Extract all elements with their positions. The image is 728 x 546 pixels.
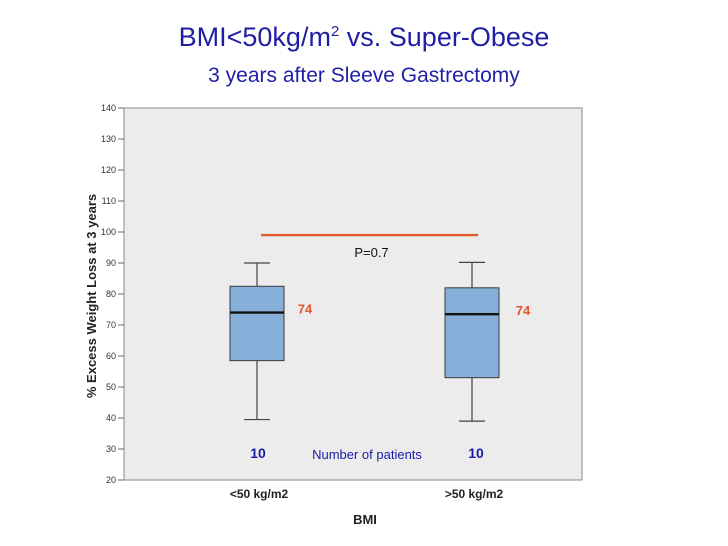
y-tick-label: 110 xyxy=(102,196,116,206)
p-value-label: P=0.7 xyxy=(354,245,388,260)
y-tick-label: 120 xyxy=(101,165,116,175)
y-tick-label: 80 xyxy=(106,289,116,299)
plot-area xyxy=(123,107,583,481)
box-group: 74 10 74 10 xyxy=(229,261,531,461)
box-iqr xyxy=(229,285,285,362)
y-axis: 20 30 40 50 60 70 80 90 100 110 120 130 140 xyxy=(101,103,124,485)
median-label: 74 xyxy=(516,303,531,318)
annotations: P=0.7 Number of patients xyxy=(261,233,478,462)
y-tick-label: 60 xyxy=(106,351,116,361)
box-1: 74 10 xyxy=(229,262,313,461)
y-axis-label: % Excess Weight Loss at 3 years xyxy=(84,194,99,398)
y-tick-label: 40 xyxy=(106,413,116,423)
median-label: 74 xyxy=(298,302,313,317)
n-caption: Number of patients xyxy=(312,447,422,462)
slide-title-superscript: 2 xyxy=(330,23,340,40)
slide-title-suffix: vs. Super-Obese xyxy=(339,22,550,52)
y-tick-label: 130 xyxy=(101,134,116,144)
y-tick-label: 70 xyxy=(106,320,116,330)
y-tick-label: 50 xyxy=(106,382,116,392)
box-2: 74 10 xyxy=(444,261,531,461)
n-label: 10 xyxy=(468,445,484,461)
x-tick-label: <50 kg/m2 xyxy=(230,487,289,501)
x-axis: <50 kg/m2 >50 kg/m2 xyxy=(230,487,504,501)
x-tick-label: >50 kg/m2 xyxy=(445,487,504,501)
y-tick-label: 20 xyxy=(106,475,116,485)
n-label: 10 xyxy=(250,445,266,461)
slide-title-prefix: BMI<50kg/m xyxy=(178,22,331,52)
y-tick-label: 100 xyxy=(101,227,116,237)
slide-title: BMI<50kg/m2 vs. Super-Obese xyxy=(0,22,728,53)
y-tick-label: 140 xyxy=(101,103,116,113)
y-tick-label: 30 xyxy=(106,444,116,454)
y-tick-label: 90 xyxy=(106,258,116,268)
x-axis-label: BMI xyxy=(353,512,377,527)
slide-subtitle: 3 years after Sleeve Gastrectomy xyxy=(208,64,520,87)
box-iqr xyxy=(444,287,500,379)
